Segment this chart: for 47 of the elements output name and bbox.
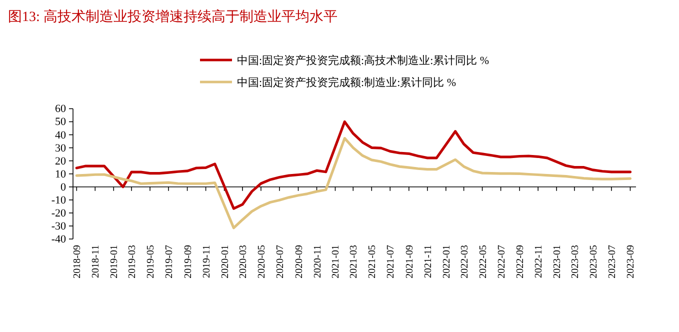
y-tick-label: 60 xyxy=(55,103,66,116)
y-tick-label: 50 xyxy=(55,116,66,128)
x-tick-label: 2020-09 xyxy=(294,245,305,278)
y-tick-label: 30 xyxy=(55,142,66,154)
y-tick-label: -10 xyxy=(51,194,66,206)
x-tick-label: 2019-11 xyxy=(201,245,212,278)
x-tick-label: 2023-01 xyxy=(552,245,564,278)
x-tick-label: 2020-03 xyxy=(238,245,249,278)
x-tick-label: 2020-11 xyxy=(312,245,324,278)
x-tick-label: 2019-09 xyxy=(182,245,194,278)
x-tick-label: 2022-01 xyxy=(441,245,452,278)
x-tick-label: 2021-11 xyxy=(422,245,434,278)
chart-title: 图13: 高技术制造业投资增速持续高于制造业平均水平 xyxy=(8,9,338,25)
y-tick-label: -20 xyxy=(51,207,66,220)
legend-label: 中国:固定资产投资完成额:高技术制造业:累计同比 % xyxy=(237,54,490,67)
x-tick-label: 2022-09 xyxy=(515,245,526,278)
line-series xyxy=(75,136,632,230)
x-tick-label: 2018-11 xyxy=(90,245,102,278)
x-tick-label: 2022-03 xyxy=(459,245,470,278)
x-tick-label: 2021-09 xyxy=(404,245,416,278)
x-tick-label: 2023-09 xyxy=(626,245,637,278)
y-tick-label: 40 xyxy=(55,129,66,142)
y-tick-label: 20 xyxy=(55,155,66,168)
x-tick-label: 2020-05 xyxy=(256,245,268,278)
x-tick-label: 2020-01 xyxy=(220,245,231,278)
x-tick-label: 2019-05 xyxy=(146,245,157,278)
x-tick-label: 2023-07 xyxy=(606,245,618,278)
x-tick-label: 2023-05 xyxy=(588,245,600,278)
x-tick-label: 2021-01 xyxy=(330,245,342,278)
x-tick-label: 2023-03 xyxy=(570,245,581,278)
x-tick-label: 2019-03 xyxy=(127,245,138,278)
x-tick-label: 2022-11 xyxy=(534,245,545,278)
x-tick-label: 2021-07 xyxy=(386,245,397,278)
x-tick-label: 2022-05 xyxy=(478,245,489,278)
x-tick-label: 2022-07 xyxy=(496,245,508,278)
x-tick-label: 2019-07 xyxy=(164,245,175,278)
x-tick-label: 2020-07 xyxy=(274,245,286,278)
x-tick-label: 2019-01 xyxy=(109,245,120,278)
y-tick-label: 0 xyxy=(60,181,66,194)
y-tick-label: -30 xyxy=(51,220,66,232)
legend-label: 中国:固定资产投资完成额:制造业:累计同比 % xyxy=(237,76,456,89)
line-series xyxy=(75,120,632,210)
x-tick-label: 2021-05 xyxy=(367,245,378,278)
y-tick-label: 10 xyxy=(55,168,66,180)
y-tick-label: -40 xyxy=(51,234,66,246)
x-tick-label: 2018-09 xyxy=(72,245,84,278)
x-tick-label: 2021-03 xyxy=(348,245,360,278)
